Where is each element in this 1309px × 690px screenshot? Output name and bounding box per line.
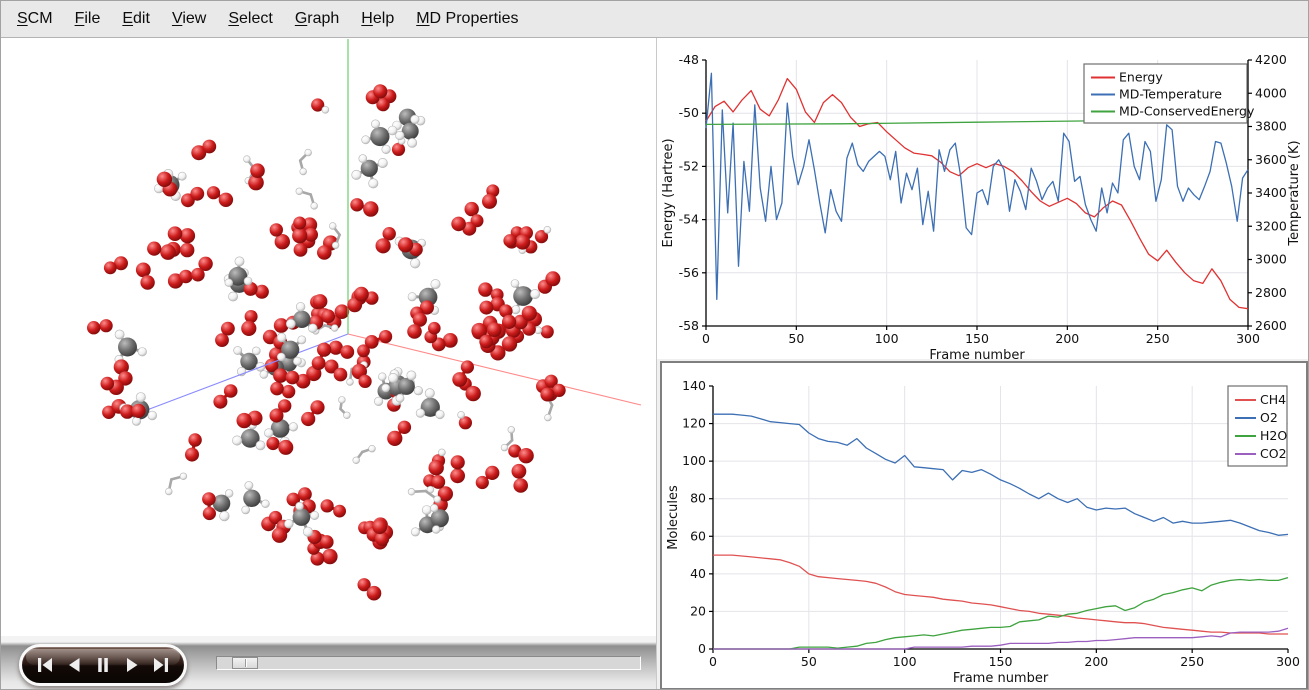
x-tick-label: 300 <box>1236 331 1260 346</box>
menu-item-select[interactable]: Select <box>217 4 283 34</box>
legend-label-H2O: H2O <box>1260 428 1287 443</box>
skip-to-start-icon <box>32 653 58 677</box>
y-axis-title: Molecules <box>666 485 681 550</box>
x-tick-label: 0 <box>709 654 717 669</box>
playback-control-bar <box>1 636 657 690</box>
y-tick-label: 100 <box>682 453 706 468</box>
y2-tick-label: 3600 <box>1255 152 1287 167</box>
y-tick-label: -56 <box>679 265 699 280</box>
y-axis-title: Energy (Hartree) <box>661 138 676 247</box>
x-tick-label: 200 <box>1084 654 1108 669</box>
menu-item-graph[interactable]: Graph <box>284 4 350 34</box>
legend-label-MD-ConservedEnergy: MD-ConservedEnergy <box>1119 104 1255 119</box>
y-tick-label: 80 <box>690 491 706 506</box>
play-button[interactable] <box>118 652 146 678</box>
pause-icon <box>90 653 116 677</box>
y2-tick-label: 4200 <box>1255 52 1287 67</box>
y-tick-label: -54 <box>679 212 699 227</box>
molecule-count-chart: 0 50 100 150 200 250 300 0 20 40 60 80 100 120 140 Fram… <box>662 363 1306 688</box>
menu-item-view[interactable]: View <box>161 4 217 34</box>
legend-label-CH4: CH4 <box>1260 392 1286 407</box>
x-tick-label: 200 <box>1055 331 1079 346</box>
y-tick-label: 0 <box>698 641 706 656</box>
y2-tick-label: 3000 <box>1255 252 1287 267</box>
y2-tick-label: 4000 <box>1255 85 1287 100</box>
menu-bar: SCMFileEditViewSelectGraphHelpMD Propert… <box>1 1 1309 38</box>
menu-item-scm[interactable]: SCM <box>6 4 64 34</box>
y-tick-label: -48 <box>679 52 699 67</box>
skip-to-end-icon <box>148 653 174 677</box>
y-tick-label: 60 <box>690 528 706 543</box>
x-tick-label: 50 <box>788 331 804 346</box>
y-tick-label: -52 <box>679 158 699 173</box>
application-window: SCMFileEditViewSelectGraphHelpMD Propert… <box>0 0 1309 690</box>
menu-item-md-properties[interactable]: MD Properties <box>405 4 529 34</box>
frame-slider-thumb[interactable] <box>232 657 258 669</box>
legend-label-MD-Temperature: MD-Temperature <box>1119 87 1222 102</box>
molecule-count-chart-panel: 0 50 100 150 200 250 300 0 20 40 60 80 100 120 140 Fram… <box>660 361 1308 690</box>
legend-label-CO2: CO2 <box>1260 446 1287 461</box>
y-tick-label: 20 <box>690 603 706 618</box>
molecule-scene-svg[interactable] <box>1 38 656 636</box>
x-tick-label: 50 <box>801 654 817 669</box>
energy-temperature-chart: 0 50 100 150 200 250 300 -58 -56 -54 -52 -50 -48 2600… <box>657 38 1309 359</box>
skip-to-end-button[interactable] <box>147 652 175 678</box>
x-axis-title: Frame number <box>929 348 1025 359</box>
play-icon <box>119 653 145 677</box>
molecule-scene <box>87 39 641 601</box>
y2-axis-title: Temperature (K) <box>1287 140 1302 246</box>
y2-tick-label: 3400 <box>1255 185 1287 200</box>
step-back-icon <box>61 653 87 677</box>
x-tick-label: 250 <box>1180 654 1204 669</box>
menu-item-edit[interactable]: Edit <box>111 4 161 34</box>
x-axis-title: Frame number <box>953 671 1049 686</box>
skip-to-start-button[interactable] <box>31 652 59 678</box>
x-tick-label: 100 <box>875 331 899 346</box>
x-tick-label: 100 <box>893 654 917 669</box>
x-tick-label: 150 <box>989 654 1013 669</box>
y-tick-label: -50 <box>679 105 699 120</box>
legend-label-Energy: Energy <box>1119 70 1163 85</box>
y2-tick-label: 2600 <box>1255 318 1287 333</box>
x-tick-label: 0 <box>702 331 710 346</box>
frame-slider-track[interactable] <box>216 656 641 670</box>
y2-tick-label: 2800 <box>1255 285 1287 300</box>
step-back-button[interactable] <box>60 652 88 678</box>
y2-tick-label: 3200 <box>1255 218 1287 233</box>
y-tick-label: 40 <box>690 566 706 581</box>
legend-label-O2: O2 <box>1260 410 1278 425</box>
menu-item-help[interactable]: Help <box>350 4 405 34</box>
x-tick-label: 250 <box>1146 331 1170 346</box>
menu-item-file[interactable]: File <box>64 4 112 34</box>
pause-button[interactable] <box>89 652 117 678</box>
y2-tick-label: 3800 <box>1255 119 1287 134</box>
x-tick-label: 150 <box>965 331 989 346</box>
x-tick-label: 300 <box>1276 654 1300 669</box>
y-tick-label: 140 <box>682 378 706 393</box>
y-tick-label: -58 <box>679 318 699 333</box>
molecule-viewer-3d[interactable] <box>1 38 657 636</box>
y-tick-label: 120 <box>682 416 706 431</box>
playback-controls <box>19 644 187 686</box>
energy-temperature-chart-panel: 0 50 100 150 200 250 300 -58 -56 -54 -52 -50 -48 2600… <box>657 38 1309 359</box>
